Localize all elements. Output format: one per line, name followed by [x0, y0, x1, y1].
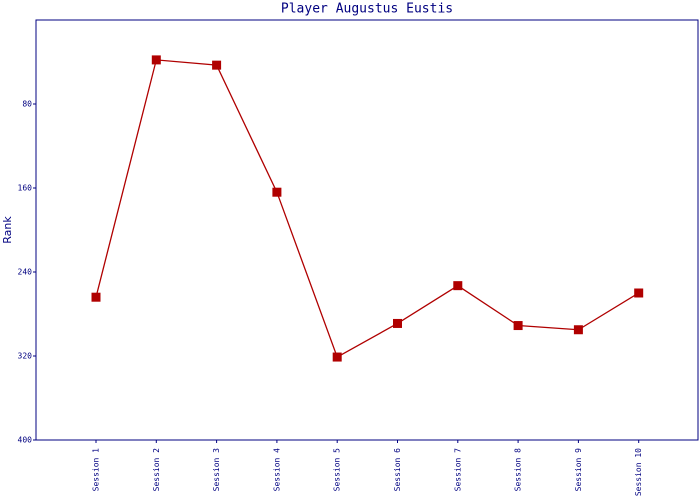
- x-tick-label: Session 4: [272, 448, 281, 492]
- series-line: [95, 59, 640, 358]
- x-tick-label: Session 10: [634, 448, 643, 496]
- y-tick-label: 400: [18, 436, 33, 445]
- y-tick-label: 320: [18, 352, 33, 361]
- point-marker: [272, 187, 282, 197]
- chart-title: Player Augustus Eustis: [281, 2, 453, 17]
- x-tick-label: Session 5: [333, 448, 342, 492]
- x-tick-label: Session 3: [212, 448, 221, 492]
- point-marker: [212, 60, 222, 70]
- point-marker: [151, 55, 161, 65]
- x-tick-label: Session 7: [453, 448, 462, 492]
- point-marker: [634, 288, 644, 298]
- y-axis-label: Rank: [1, 216, 14, 244]
- point-marker: [573, 325, 583, 335]
- x-tick-label: Session 2: [152, 448, 161, 492]
- point-marker: [393, 318, 402, 328]
- point-marker: [453, 281, 463, 291]
- x-tick-label: Session 8: [514, 448, 523, 492]
- y-tick-label: 160: [18, 184, 33, 193]
- x-tick-label: Session 1: [92, 448, 101, 492]
- point-marker: [91, 292, 101, 302]
- point-marker: [513, 321, 523, 331]
- y-tick-label: 80: [22, 100, 32, 109]
- point-marker: [332, 352, 342, 362]
- x-tick-label: Session 6: [393, 448, 402, 492]
- x-tick-label: Session 9: [574, 448, 583, 492]
- plot-frame: [35, 19, 699, 441]
- y-tick-label: 240: [18, 268, 33, 277]
